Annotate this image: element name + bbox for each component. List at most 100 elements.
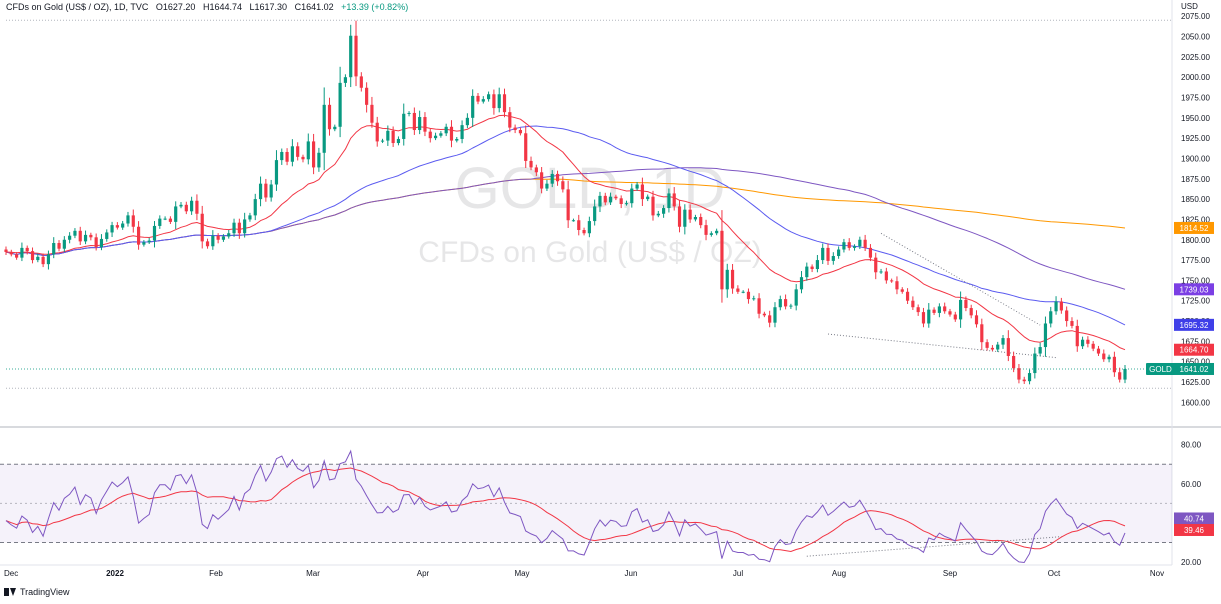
symbol-tag-label: GOLD	[1149, 365, 1172, 374]
candle	[1017, 363, 1021, 384]
candle	[68, 232, 72, 244]
candle-body	[232, 222, 236, 234]
candle	[529, 156, 533, 171]
candle	[736, 285, 740, 294]
candle	[30, 247, 35, 264]
candle	[264, 178, 268, 202]
candle	[52, 237, 56, 259]
tradingview-label: TradingView	[20, 587, 70, 597]
candle	[794, 284, 798, 311]
candle	[704, 219, 708, 241]
candle	[200, 205, 204, 249]
candle	[640, 177, 644, 207]
candle	[1001, 335, 1005, 349]
candle	[317, 147, 321, 172]
candle	[354, 20, 358, 87]
candle	[725, 263, 729, 298]
candle-body	[959, 299, 963, 320]
candle-body	[126, 215, 130, 224]
candle	[1070, 317, 1074, 329]
candle-body	[1118, 372, 1122, 380]
candle	[195, 194, 199, 221]
candle-body	[343, 77, 348, 83]
candle	[232, 218, 236, 237]
candle-body	[99, 238, 104, 248]
ema20-line	[5, 114, 1126, 351]
price-tick-label: 2075.00	[1181, 12, 1210, 21]
candle-body	[783, 299, 788, 307]
candle	[699, 213, 703, 229]
candle-body	[921, 312, 926, 324]
candle-body	[826, 247, 830, 261]
candle	[375, 116, 379, 147]
candle	[974, 310, 979, 328]
candle-body	[174, 206, 178, 222]
candle-body	[433, 135, 438, 139]
candle	[603, 192, 607, 206]
symbol-tag	[1146, 362, 1175, 375]
candle-body	[571, 220, 576, 222]
candle-body	[142, 242, 146, 245]
candle	[943, 302, 947, 314]
candle	[105, 229, 109, 242]
candle-body	[68, 235, 72, 240]
candle	[911, 296, 915, 311]
candle	[863, 234, 867, 251]
price-tag-label: 1664.70	[1180, 346, 1209, 355]
candle	[667, 188, 671, 213]
candle	[73, 228, 77, 239]
candle-body	[672, 193, 676, 207]
candle	[248, 212, 252, 222]
time-tick-label: Oct	[1048, 569, 1061, 578]
candle	[662, 205, 666, 218]
candle	[412, 107, 416, 135]
candle	[370, 96, 374, 128]
candle	[455, 136, 459, 143]
candle-body	[768, 315, 772, 323]
candle-body	[396, 138, 401, 144]
candle-body	[465, 117, 469, 126]
candle-body	[402, 113, 406, 139]
rsi-value-label: 39.46	[1174, 523, 1214, 536]
candle-body	[89, 234, 93, 238]
candle	[449, 120, 454, 148]
candle-body	[1022, 379, 1026, 382]
candle	[805, 262, 809, 281]
candle-body	[630, 188, 634, 204]
candle	[168, 216, 172, 224]
candle-body	[773, 307, 777, 323]
candle-body	[709, 233, 713, 235]
candle	[465, 113, 469, 129]
time-tick-label: 2022	[106, 569, 124, 578]
candle-body	[943, 306, 947, 312]
price-tick-label: 1675.00	[1181, 337, 1210, 346]
candle-body	[1017, 368, 1021, 380]
candle	[932, 307, 936, 316]
candle-body	[15, 254, 19, 258]
candle	[561, 176, 565, 193]
candle	[418, 110, 422, 135]
candle	[905, 288, 910, 304]
candle	[216, 233, 220, 244]
candle	[874, 252, 878, 280]
candle-body	[677, 206, 682, 227]
time-tick-label: Dec	[4, 569, 18, 578]
tradingview-logo[interactable]: TradingView	[4, 587, 70, 597]
candle	[990, 345, 995, 352]
candle	[163, 216, 167, 221]
candle	[630, 183, 634, 208]
candle-body	[757, 298, 761, 314]
price-tick-label: 1650.00	[1181, 358, 1210, 367]
candle	[693, 214, 698, 222]
candle-body	[683, 209, 687, 227]
candle	[937, 303, 941, 318]
candle	[1012, 351, 1016, 373]
candle	[274, 150, 279, 191]
candle	[9, 249, 13, 257]
candle-body	[455, 138, 459, 141]
candle-body	[577, 220, 581, 231]
candle-body	[78, 230, 82, 242]
candle-body	[460, 125, 464, 139]
candle	[1065, 306, 1069, 327]
